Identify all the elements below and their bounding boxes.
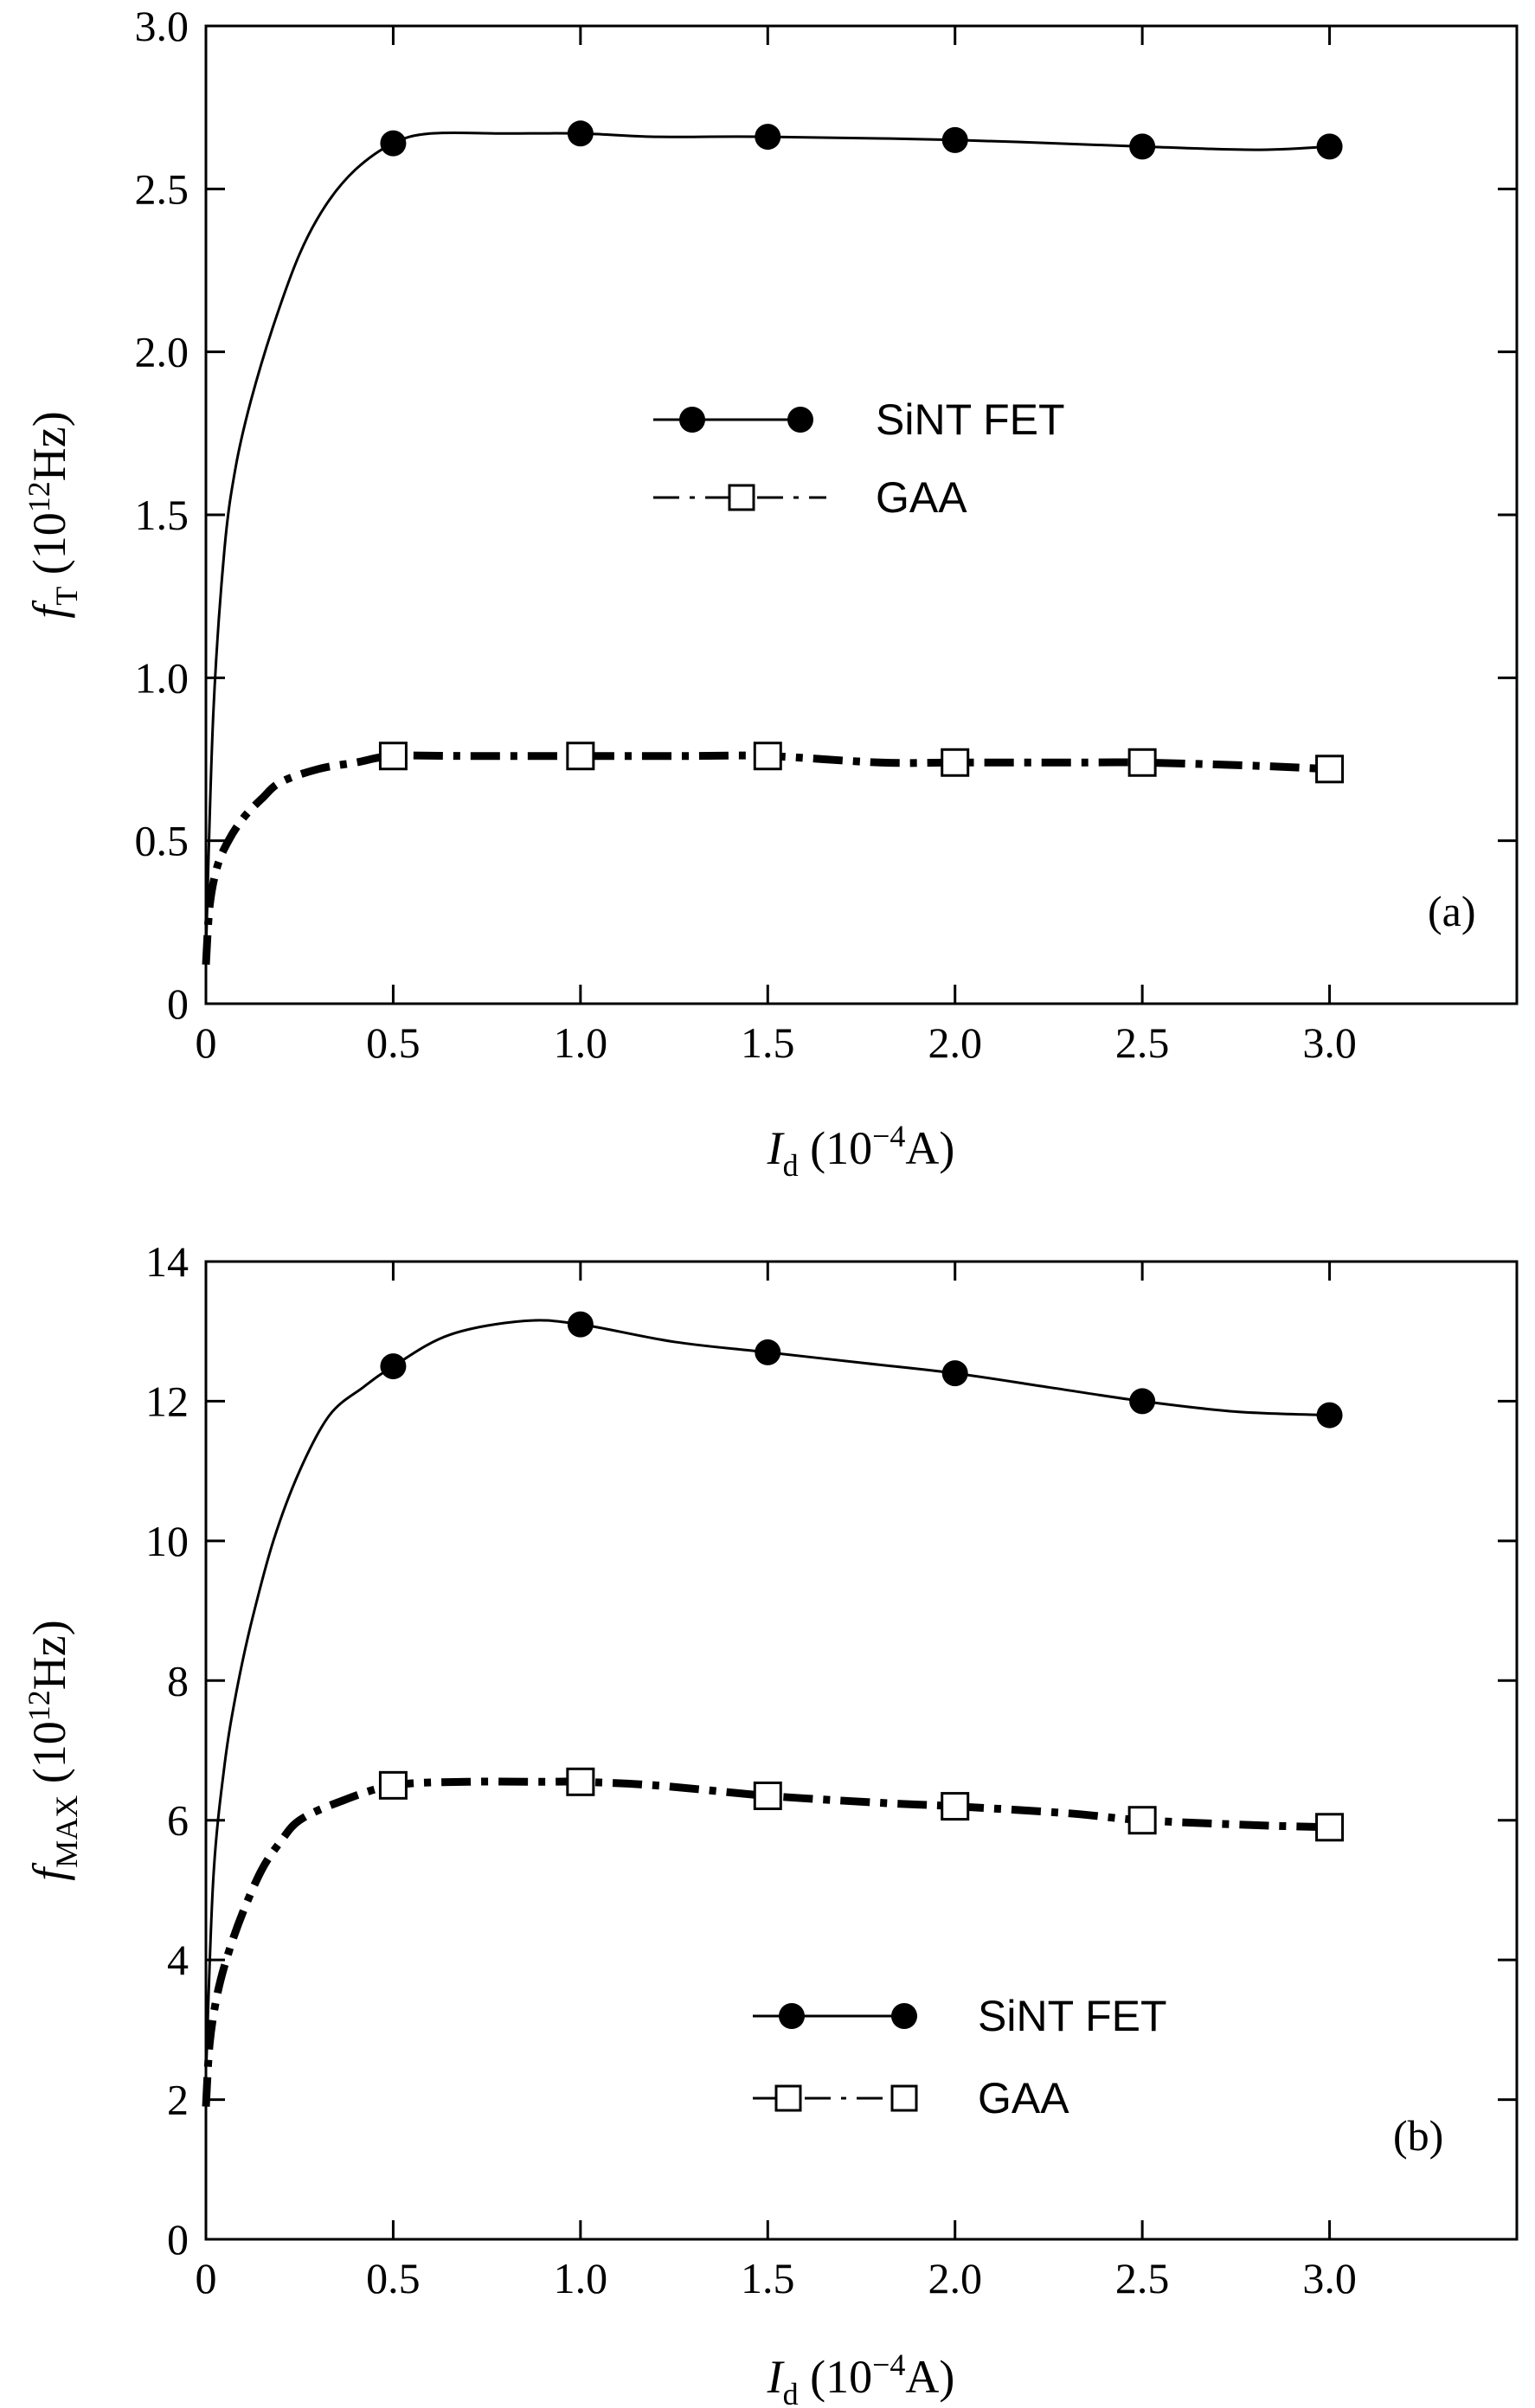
panel-a-series-line-gaa (202, 751, 1330, 966)
panel-b-point-sint-fet (380, 1353, 407, 1380)
panel-b-legend: SiNT FET GAA (753, 1992, 1167, 2122)
panel-a-x-tick-label: 0 (196, 1018, 217, 1067)
panel-b-x-tick-label: 0 (196, 2254, 217, 2302)
panel-b-x-tick-label: 1.5 (741, 2254, 795, 2302)
panel-b-series-line-sint-fet (204, 1319, 1330, 2065)
panel-a-y-axis-label: fT (1012Hz) (22, 411, 84, 618)
panel-a-point-gaa (1315, 755, 1345, 784)
panel-a-y-tick-label: 2.5 (135, 164, 189, 213)
panel-b-x-tick-label: 2.0 (928, 2254, 982, 2302)
panel-b-y-tick-label: 14 (145, 1237, 189, 1286)
panel-b-y-tick-label: 10 (145, 1517, 189, 1565)
panel-a-y-tick-label: 3.0 (135, 2, 189, 50)
panel-a-x-axis-label: Id (10−4A) (767, 1119, 955, 1183)
panel-a-x-tick-label: 1.5 (741, 1018, 795, 1067)
panel-b-point-sint-fet (567, 1311, 594, 1338)
panel-a-point-gaa (753, 742, 782, 771)
panel-b-point-gaa (941, 1792, 970, 1821)
panel-b-y-tick-label: 6 (167, 1796, 189, 1845)
panel-a-y-tick-label: 1.0 (135, 653, 189, 702)
panel-b-plot-elements: 0 0.5 1.0 1.5 2.0 2.5 3.0 0 2 4 6 8 10 12 14 (145, 1237, 1517, 2302)
panel-b-y-tick-label: 8 (167, 1656, 189, 1705)
panel-b-point-gaa (1127, 1806, 1157, 1835)
panel-b-point-sint-fet (941, 1360, 968, 1387)
panel-b-x-tick-label: 0.5 (366, 2254, 421, 2302)
panel-a-x-tick-label: 2.5 (1115, 1018, 1170, 1067)
panel-a-frame (204, 24, 1519, 1005)
panel-a-legend-sint-symbol (653, 407, 813, 433)
panel-a-point-gaa (378, 742, 408, 771)
panel-a-series-line-sint-fet (204, 131, 1330, 939)
panel-b-x-axis-label: Id (10−4A) (767, 2347, 955, 2408)
panel-b-legend-gaa-symbol (753, 2084, 918, 2112)
panel-a-point-sint-fet (567, 120, 594, 147)
panel-b-point-sint-fet (755, 1339, 781, 1365)
panel-b-legend-gaa-label: GAA (978, 2074, 1069, 2122)
panel-b-x-tick-label: 3.0 (1302, 2254, 1357, 2302)
panel-a-y-tick-label: 0 (167, 979, 189, 1028)
panel-a-y-tick-label: 1.5 (135, 491, 189, 539)
panel-b-label: (b) (1393, 2111, 1443, 2160)
panel-a-x-tick-label: 1.0 (554, 1018, 608, 1067)
panel-b-series-line-gaa (202, 1777, 1330, 2107)
panel-a-legend: SiNT FET GAA (653, 395, 1065, 522)
panel-b-legend-sint-label: SiNT FET (978, 1992, 1167, 2040)
panel-a-legend-sint-label: SiNT FET (876, 395, 1065, 444)
panel-b: 0 0.5 1.0 1.5 2.0 2.5 3.0 0 2 4 6 8 10 12 14 fMAX (101… (22, 1237, 1519, 2408)
panel-a-point-sint-fet (380, 130, 407, 157)
panel-b-point-sint-fet (1129, 1388, 1156, 1415)
panel-a-point-gaa (941, 748, 970, 777)
panel-a-legend-gaa-symbol (653, 484, 826, 511)
panel-a-point-sint-fet (1129, 133, 1156, 160)
panel-a-point-gaa (1127, 748, 1157, 777)
panel-b-y-tick-label: 12 (145, 1377, 189, 1425)
panel-a-point-sint-fet (941, 126, 968, 153)
panel-a-point-sint-fet (1316, 133, 1343, 160)
panel-b-y-axis-label: fMAX (1012Hz) (22, 1620, 84, 1880)
panel-a-legend-gaa-label: GAA (876, 473, 967, 522)
panel-b-frame (204, 1260, 1519, 2241)
panel-a-x-tick-label: 2.0 (928, 1018, 982, 1067)
panel-a-x-tick-label: 0.5 (366, 1018, 421, 1067)
panel-a: 0 0.5 1.0 1.5 2.0 2.5 3.0 0 0.5 1.0 1.5 2.0 2.5 3.0 f… (22, 2, 1519, 1183)
panel-a-plot-elements: 0 0.5 1.0 1.5 2.0 2.5 3.0 0 0.5 1.0 1.5 2.0 2.5 3.0 (135, 2, 1517, 1067)
panel-b-point-sint-fet (1316, 1402, 1343, 1429)
panel-b-point-gaa (378, 1770, 408, 1800)
panel-a-y-tick-label: 0.5 (135, 817, 189, 865)
panel-b-point-gaa (1315, 1813, 1345, 1842)
panel-b-point-gaa (566, 1767, 595, 1796)
panel-a-point-sint-fet (755, 124, 781, 151)
panel-b-y-tick-label: 0 (167, 2215, 189, 2264)
panel-b-point-gaa (753, 1781, 782, 1810)
panel-a-label: (a) (1428, 887, 1476, 935)
panel-a-point-gaa (566, 742, 595, 771)
panel-b-x-tick-label: 1.0 (554, 2254, 608, 2302)
panel-b-y-tick-label: 4 (167, 1936, 189, 1984)
panel-b-y-tick-label: 2 (167, 2076, 189, 2124)
panel-b-legend-sint-symbol (753, 2003, 917, 2029)
panel-a-x-tick-label: 3.0 (1302, 1018, 1357, 1067)
panel-b-x-tick-label: 2.5 (1115, 2254, 1170, 2302)
panel-a-y-tick-label: 2.0 (135, 328, 189, 376)
